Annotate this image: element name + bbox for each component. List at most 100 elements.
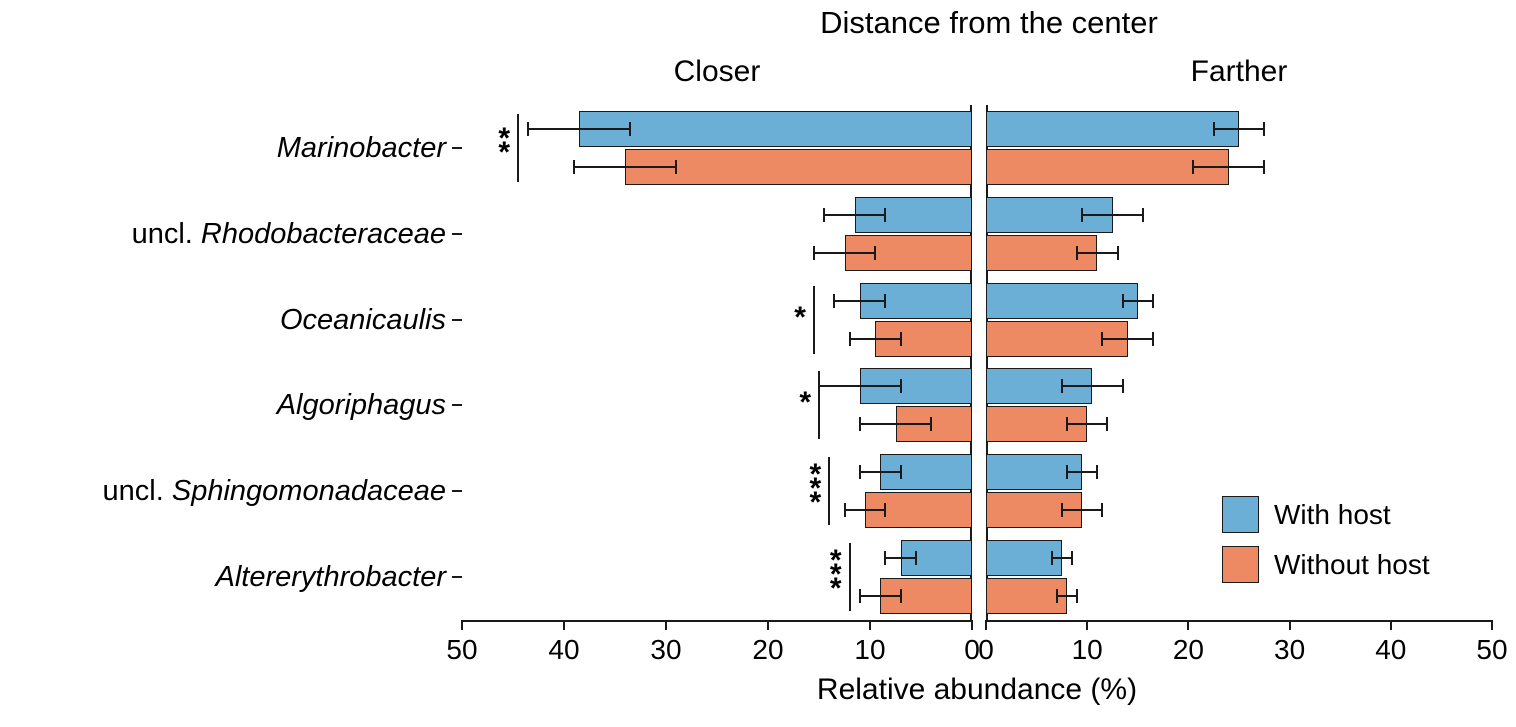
significance-bracket	[812, 285, 815, 354]
significance-star: *	[829, 544, 842, 578]
error-bar-cap	[823, 207, 826, 222]
error-bar-line	[824, 213, 886, 216]
error-bar-cap	[899, 589, 902, 604]
error-bar-cap	[884, 207, 887, 222]
error-bar-line	[1051, 557, 1072, 560]
x-tick-label: 30	[1274, 634, 1306, 665]
error-bar-line	[1077, 251, 1118, 254]
category-label: Algoriphagus	[0, 387, 446, 423]
x-tick	[869, 620, 871, 630]
significance-star: *	[829, 558, 842, 592]
x-tick-label: 50	[1476, 634, 1508, 665]
bar	[579, 110, 972, 147]
significance-star: *	[809, 458, 822, 492]
category-prefix: uncl.	[131, 217, 201, 250]
x-tick	[665, 620, 667, 630]
bar	[986, 282, 1138, 319]
error-bar-cap	[884, 551, 887, 566]
error-bar-line	[1102, 337, 1153, 340]
axis-spine-bottom-right	[986, 620, 1492, 622]
significance-stars: * * *	[829, 544, 842, 604]
error-bar-cap	[675, 159, 678, 174]
error-bar-cap	[1116, 245, 1119, 260]
x-tick	[985, 620, 987, 630]
category-name: Sphingomonadaceae	[171, 475, 446, 508]
error-bar-cap	[1050, 551, 1053, 566]
x-tick	[1288, 620, 1291, 630]
error-bar-line	[859, 423, 932, 426]
significance-star: *	[809, 486, 822, 520]
significance-star: *	[794, 300, 806, 334]
category-prefix: uncl.	[102, 475, 172, 508]
error-bar-cap	[930, 417, 933, 432]
x-tick	[563, 620, 565, 630]
error-bar-line	[1061, 385, 1123, 388]
axis-spine-center-left	[970, 105, 972, 622]
significance-stars: * *	[498, 123, 511, 169]
error-bar-cap	[833, 293, 836, 308]
error-bar-cap	[1121, 379, 1124, 394]
error-bar-line	[1193, 165, 1265, 168]
error-bar-cap	[1101, 503, 1104, 518]
category-label: Altererythrobacter	[0, 559, 447, 595]
error-bar-cap	[899, 331, 902, 346]
axis-spine-bottom-left	[462, 620, 972, 622]
error-bar-cap	[573, 159, 576, 174]
x-tick-label: 40	[1375, 634, 1407, 665]
x-tick-label: 10	[1071, 634, 1103, 665]
error-bar-cap	[1141, 207, 1144, 222]
error-bar-cap	[1151, 293, 1154, 308]
error-bar-cap	[1263, 159, 1266, 174]
legend-entry: With host	[1222, 496, 1430, 533]
x-axis-label: Relative abundance (%)	[816, 673, 1138, 706]
error-bar-line	[885, 557, 916, 560]
significance-stars: * * *	[809, 458, 822, 520]
error-bar-line	[819, 385, 901, 388]
significance-star: *	[809, 472, 822, 506]
bar	[986, 110, 1239, 147]
x-tick	[1389, 620, 1392, 630]
error-bar-cap	[874, 245, 877, 260]
error-bar-line	[1061, 509, 1103, 512]
category-label: uncl. Sphingomonadaceae	[0, 473, 446, 509]
error-bar-cap	[884, 293, 887, 308]
significance-star: *	[498, 135, 511, 169]
error-bar-cap	[1263, 121, 1266, 136]
y-tick	[452, 576, 462, 579]
significance-bracket	[818, 371, 820, 440]
x-tick-label: 20	[1172, 634, 1204, 665]
error-bar-line	[1082, 213, 1143, 216]
significance-stars: *	[799, 386, 811, 420]
error-bar-line	[1066, 471, 1098, 474]
error-bar-cap	[858, 465, 861, 480]
error-bar-line	[813, 251, 876, 254]
x-tick	[767, 620, 769, 630]
chart-title: Distance from the center	[820, 5, 1158, 40]
x-tick-label: 0	[964, 634, 980, 665]
error-bar-cap	[1071, 551, 1074, 566]
x-tick-label: 40	[548, 634, 580, 665]
x-tick-label: 10	[854, 634, 886, 665]
category-name: Oceanicaulis	[279, 303, 446, 336]
error-bar-line	[1213, 127, 1265, 130]
bar	[625, 148, 972, 185]
error-bar-cap	[1192, 159, 1195, 174]
y-tick	[452, 490, 462, 493]
significance-star: *	[799, 386, 811, 420]
error-bar-cap	[899, 465, 902, 480]
category-label: uncl. Rhodobacteraceae	[0, 216, 446, 252]
error-bar-cap	[858, 589, 861, 604]
error-bar-cap	[1060, 379, 1063, 394]
bar	[986, 148, 1229, 185]
error-bar-line	[849, 337, 901, 340]
y-tick	[452, 232, 462, 235]
error-bar-cap	[812, 245, 815, 260]
x-tick	[971, 620, 973, 630]
error-bar-cap	[1151, 331, 1154, 346]
x-tick	[1187, 620, 1190, 630]
error-bar-line	[859, 595, 901, 598]
category-name: Rhodobacteraceae	[200, 217, 446, 250]
x-tick	[461, 620, 463, 630]
error-bar-cap	[527, 121, 530, 136]
error-bar-cap	[899, 379, 902, 394]
